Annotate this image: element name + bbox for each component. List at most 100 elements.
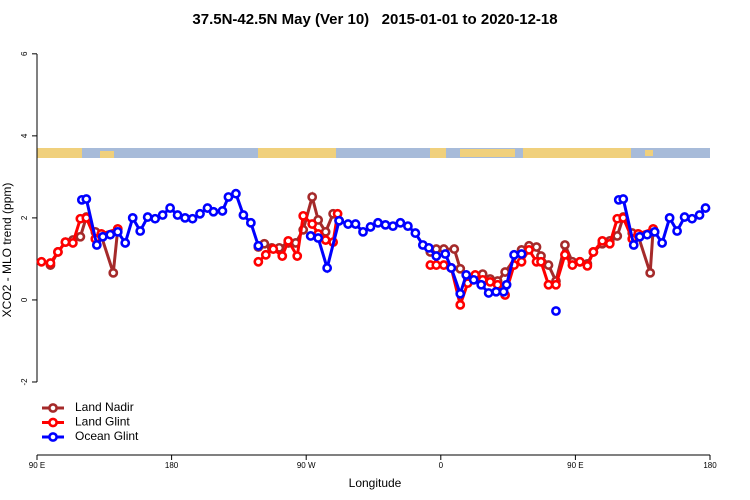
data-point xyxy=(423,242,434,253)
data-point xyxy=(253,240,264,251)
data-point xyxy=(531,242,542,252)
data-point xyxy=(694,210,705,220)
data-point xyxy=(628,240,639,250)
data-point xyxy=(231,188,241,199)
data-point xyxy=(588,247,599,257)
data-point xyxy=(105,229,116,240)
data-point xyxy=(509,249,519,260)
data-point xyxy=(45,258,56,268)
data-point xyxy=(53,247,63,257)
data-point xyxy=(491,286,502,297)
data-point xyxy=(476,279,487,290)
data-point xyxy=(582,260,593,271)
legend-label: Land Glint xyxy=(75,415,130,429)
data-point xyxy=(551,306,561,316)
data-point xyxy=(298,210,309,221)
data-point xyxy=(455,299,466,310)
data-point xyxy=(687,213,697,224)
data-point xyxy=(483,288,494,298)
data-point xyxy=(516,256,527,267)
data-point xyxy=(373,217,383,228)
data-point xyxy=(135,226,146,236)
x-axis-label: Longitude xyxy=(349,476,402,490)
data-point xyxy=(307,192,318,202)
legend-swatch-point xyxy=(48,417,58,428)
data-point xyxy=(283,235,294,246)
data-point xyxy=(431,260,442,270)
data-point xyxy=(657,238,668,248)
data-point xyxy=(649,226,660,237)
data-point xyxy=(305,231,316,241)
data-point xyxy=(60,237,71,248)
data-point xyxy=(217,206,228,216)
data-point xyxy=(642,229,653,240)
data-point xyxy=(664,213,675,223)
x-tick-label: 180 xyxy=(703,461,717,470)
data-point xyxy=(322,263,333,273)
data-point xyxy=(75,231,86,242)
data-point xyxy=(612,231,623,241)
data-point xyxy=(645,267,656,278)
x-tick-label: 90 E xyxy=(567,461,583,470)
data-point xyxy=(438,260,449,270)
data-point xyxy=(501,279,512,290)
data-point xyxy=(597,235,608,246)
data-point xyxy=(81,194,92,204)
y-tick-label: 6 xyxy=(20,51,29,56)
data-point xyxy=(334,215,345,226)
data-point xyxy=(365,222,376,232)
data-point xyxy=(268,244,279,254)
data-point xyxy=(388,221,398,232)
data-point xyxy=(307,219,318,229)
y-axis-label: XCO2 - MLO trend (ppm) xyxy=(0,183,14,318)
x-tick-label: 90 W xyxy=(297,461,316,470)
data-point xyxy=(320,235,331,245)
data-point xyxy=(172,210,183,220)
data-point xyxy=(260,249,271,260)
data-point xyxy=(560,240,570,250)
data-point xyxy=(551,279,561,290)
legend-label: Land Nadir xyxy=(75,400,134,414)
data-point xyxy=(446,263,457,273)
data-point xyxy=(604,238,615,249)
data-point xyxy=(516,249,527,259)
data-point xyxy=(142,212,153,222)
data-point xyxy=(449,244,460,254)
data-point xyxy=(120,238,131,248)
data-point xyxy=(410,228,421,238)
legend-swatch-point xyxy=(48,432,58,442)
data-point xyxy=(700,203,711,213)
data-point xyxy=(350,219,361,229)
data-point xyxy=(97,231,108,242)
y-tick-label: 2 xyxy=(20,215,29,220)
data-point xyxy=(543,260,554,270)
y-tick-label: 0 xyxy=(20,297,29,302)
data-point xyxy=(431,251,442,261)
y-tick-label: 4 xyxy=(20,133,29,138)
data-point xyxy=(313,233,324,243)
data-point xyxy=(380,219,391,230)
data-point xyxy=(402,221,413,232)
data-point xyxy=(108,267,119,278)
data-point xyxy=(253,256,264,267)
data-point xyxy=(634,231,645,242)
data-point xyxy=(567,260,578,270)
data-point xyxy=(455,263,466,274)
data-point xyxy=(461,270,472,280)
data-point xyxy=(468,274,479,285)
map-strip xyxy=(37,148,710,158)
x-tick-label: 90 E xyxy=(29,461,45,470)
data-point xyxy=(358,226,368,237)
data-point xyxy=(36,256,47,267)
data-point xyxy=(320,226,331,237)
data-point xyxy=(157,210,168,220)
data-point xyxy=(238,210,249,220)
x-tick-label: 0 xyxy=(439,461,444,470)
data-point xyxy=(536,256,546,267)
data-point xyxy=(67,238,78,248)
series-line xyxy=(49,191,655,286)
data-point xyxy=(165,203,176,213)
x-tick-label: 180 xyxy=(165,461,179,470)
data-point xyxy=(91,240,102,250)
